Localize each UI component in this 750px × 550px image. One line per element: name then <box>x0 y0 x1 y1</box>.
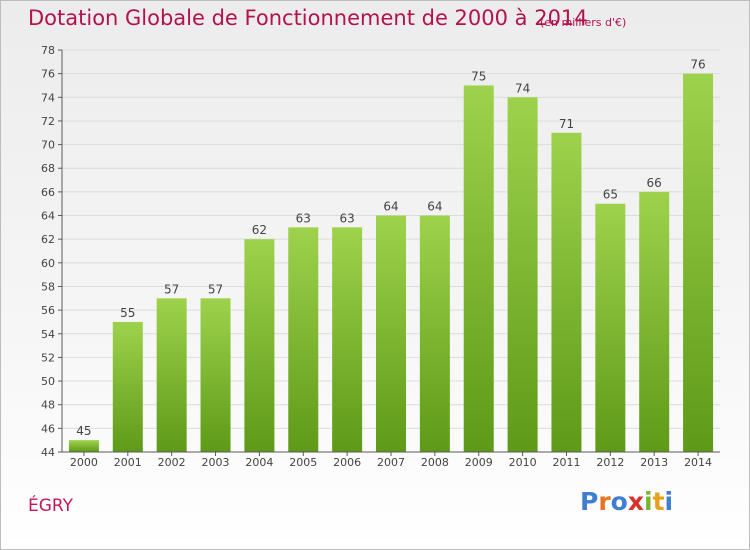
x-tick-label: 2011 <box>552 456 580 469</box>
x-tick-label: 2013 <box>640 456 668 469</box>
y-tick-label: 76 <box>41 68 55 81</box>
y-tick-label: 46 <box>41 422 55 435</box>
data-label: 63 <box>296 211 311 225</box>
y-tick-label: 50 <box>41 375 55 388</box>
x-tick-label: 2006 <box>333 456 361 469</box>
y-tick-label: 64 <box>41 210 55 223</box>
bar <box>244 239 275 452</box>
x-tick-label: 2004 <box>245 456 273 469</box>
logo-letter: i <box>644 487 653 516</box>
y-tick-label: 54 <box>41 328 55 341</box>
bar <box>639 191 670 452</box>
x-tick-label: 2005 <box>289 456 317 469</box>
x-tick-label: 2008 <box>421 456 449 469</box>
y-tick-label: 70 <box>41 139 55 152</box>
y-tick-label: 66 <box>41 186 55 199</box>
y-tick-label: 58 <box>41 280 55 293</box>
data-label: 55 <box>120 306 135 320</box>
axes: 44 46 48 50 52 54 56 58 60 62 64 66 68 70 72 74 76 78 2000… <box>41 44 720 469</box>
chart-subtitle: (en milliers d'€) <box>540 16 627 29</box>
data-label: 64 <box>383 200 398 214</box>
data-label: 57 <box>208 282 223 296</box>
commune-name: ÉGRY <box>28 496 74 516</box>
x-tick-label: 2009 <box>465 456 493 469</box>
data-label: 75 <box>471 69 486 83</box>
data-label: 62 <box>252 223 267 237</box>
data-label: 57 <box>164 282 179 296</box>
data-label: 71 <box>559 117 574 131</box>
bar <box>332 227 363 452</box>
bar <box>200 298 231 452</box>
y-tick-label: 74 <box>41 91 55 104</box>
x-tick-label: 2007 <box>377 456 405 469</box>
x-tick-label: 2010 <box>509 456 537 469</box>
data-label: 66 <box>647 176 662 190</box>
bar <box>595 203 626 452</box>
bar <box>507 97 538 452</box>
y-tick-label: 44 <box>41 446 55 459</box>
x-tick-label: 2000 <box>70 456 98 469</box>
logo-letter: i <box>664 487 674 516</box>
y-tick-label: 68 <box>41 162 55 175</box>
y-tick-label: 60 <box>41 257 55 270</box>
bar <box>376 215 406 452</box>
bars <box>68 73 714 453</box>
logo-letter: o <box>610 487 628 516</box>
y-tick-label: 78 <box>41 44 55 57</box>
data-label: 74 <box>515 81 530 95</box>
x-tick-label: 2012 <box>596 456 624 469</box>
data-label: 64 <box>427 200 442 214</box>
bar <box>551 132 582 452</box>
bar <box>156 298 187 452</box>
y-tick-label: 52 <box>41 351 55 364</box>
bar <box>683 73 714 452</box>
chart-title: Dotation Globale de Fonctionnement de 20… <box>28 6 588 30</box>
bar <box>419 215 450 452</box>
data-label: 63 <box>339 211 354 225</box>
logo-letter: x <box>627 487 644 516</box>
x-tick-label: 2003 <box>202 456 230 469</box>
x-tick-label: 2001 <box>114 456 142 469</box>
y-tick-label: 62 <box>41 233 55 246</box>
data-label: 45 <box>76 424 91 438</box>
y-tick-label: 72 <box>41 115 55 128</box>
y-tick-label: 56 <box>41 304 55 317</box>
data-label: 76 <box>690 58 705 72</box>
logo-letter: P <box>580 487 599 516</box>
bar <box>463 85 494 453</box>
x-tick-label: 2014 <box>684 456 712 469</box>
logo-letter: r <box>598 487 611 516</box>
bar <box>112 321 143 452</box>
proxiti-logo[interactable]: Proxiti <box>580 487 673 516</box>
data-labels: 45 55 57 57 62 63 63 64 64 75 74 71 65 66 76 <box>76 58 705 439</box>
y-tick-label: 48 <box>41 399 55 412</box>
logo-letter: t <box>652 487 665 516</box>
bar <box>68 440 99 452</box>
bar <box>288 227 319 452</box>
x-tick-label: 2002 <box>158 456 186 469</box>
data-label: 65 <box>603 188 618 202</box>
